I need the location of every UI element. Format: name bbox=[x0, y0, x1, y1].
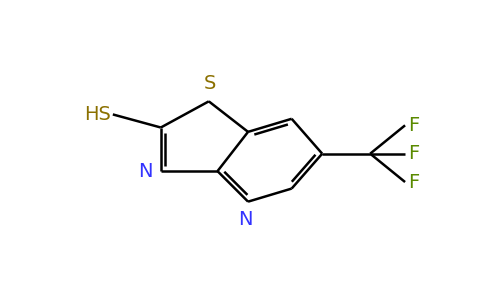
Text: HS: HS bbox=[84, 105, 111, 124]
Text: S: S bbox=[203, 74, 216, 94]
Text: N: N bbox=[239, 209, 253, 229]
Text: F: F bbox=[408, 116, 420, 135]
Text: F: F bbox=[408, 172, 420, 191]
Text: F: F bbox=[408, 144, 420, 163]
Text: N: N bbox=[138, 162, 153, 181]
